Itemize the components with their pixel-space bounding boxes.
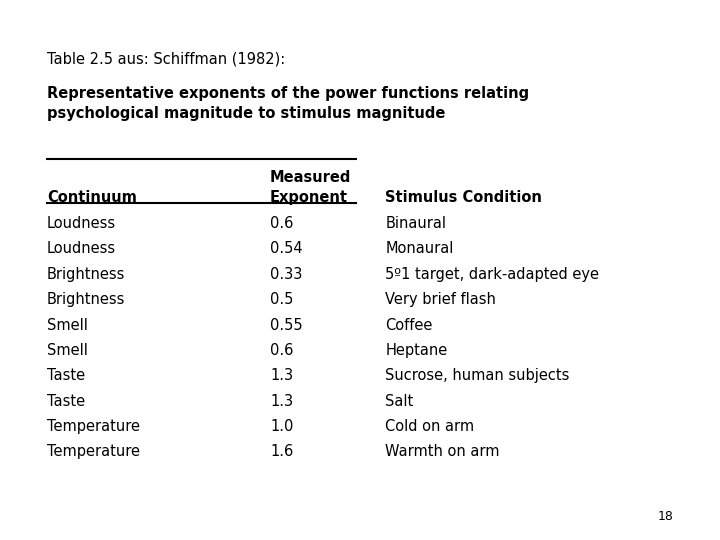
Text: Salt: Salt xyxy=(385,394,413,409)
Text: 5º1 target, dark-adapted eye: 5º1 target, dark-adapted eye xyxy=(385,267,599,282)
Text: Continuum: Continuum xyxy=(47,190,137,205)
Text: 1.3: 1.3 xyxy=(270,394,293,409)
Text: 1.6: 1.6 xyxy=(270,444,293,460)
Text: Temperature: Temperature xyxy=(47,444,140,460)
Text: Brightness: Brightness xyxy=(47,267,125,282)
Text: Table 2.5 aus: Schiffman (1982):: Table 2.5 aus: Schiffman (1982): xyxy=(47,51,285,66)
Text: Smell: Smell xyxy=(47,343,88,358)
Text: Sucrose, human subjects: Sucrose, human subjects xyxy=(385,368,570,383)
Text: 0.33: 0.33 xyxy=(270,267,302,282)
Text: Measured: Measured xyxy=(270,170,351,185)
Text: Monaural: Monaural xyxy=(385,241,454,256)
Text: 18: 18 xyxy=(657,510,673,523)
Text: 1.3: 1.3 xyxy=(270,368,293,383)
Text: Loudness: Loudness xyxy=(47,241,116,256)
Text: Coffee: Coffee xyxy=(385,318,433,333)
Text: Representative exponents of the power functions relating
psychological magnitude: Representative exponents of the power fu… xyxy=(47,86,529,120)
Text: Loudness: Loudness xyxy=(47,216,116,231)
Text: Warmth on arm: Warmth on arm xyxy=(385,444,500,460)
Text: 0.54: 0.54 xyxy=(270,241,302,256)
Text: Taste: Taste xyxy=(47,368,85,383)
Text: Exponent: Exponent xyxy=(270,190,348,205)
Text: 1.0: 1.0 xyxy=(270,419,293,434)
Text: Taste: Taste xyxy=(47,394,85,409)
Text: 0.6: 0.6 xyxy=(270,216,293,231)
Text: 0.6: 0.6 xyxy=(270,343,293,358)
Text: 0.5: 0.5 xyxy=(270,292,293,307)
Text: Brightness: Brightness xyxy=(47,292,125,307)
Text: Heptane: Heptane xyxy=(385,343,447,358)
Text: Cold on arm: Cold on arm xyxy=(385,419,474,434)
Text: Stimulus Condition: Stimulus Condition xyxy=(385,190,542,205)
Text: Smell: Smell xyxy=(47,318,88,333)
Text: Very brief flash: Very brief flash xyxy=(385,292,496,307)
Text: Temperature: Temperature xyxy=(47,419,140,434)
Text: Binaural: Binaural xyxy=(385,216,446,231)
Text: 0.55: 0.55 xyxy=(270,318,302,333)
